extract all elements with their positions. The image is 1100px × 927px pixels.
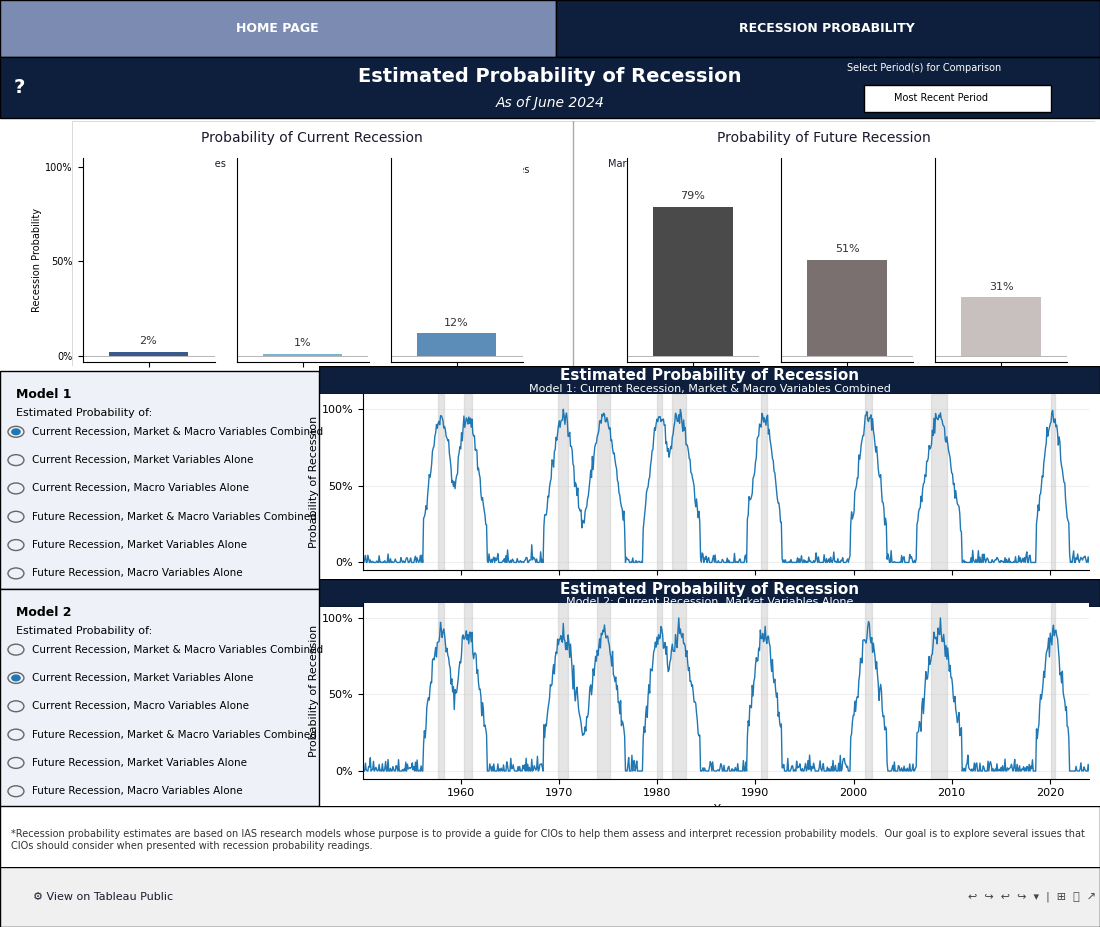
Bar xyxy=(438,603,444,779)
Text: Future Recession, Market & Macro Variables Combined: Future Recession, Market & Macro Variabl… xyxy=(32,730,317,740)
Bar xyxy=(464,603,472,779)
Bar xyxy=(866,394,872,570)
Text: ↩  ↪  ↩  ↪  ▾  |  ⊞  ⬜  ↗ Share: ↩ ↪ ↩ ↪ ▾ | ⊞ ⬜ ↗ Share xyxy=(968,892,1100,902)
Bar xyxy=(1050,394,1055,570)
Bar xyxy=(961,298,1041,356)
Y-axis label: Probability of Recession: Probability of Recession xyxy=(309,625,319,756)
Text: Future Recession, Market Variables Alone: Future Recession, Market Variables Alone xyxy=(32,758,246,768)
FancyBboxPatch shape xyxy=(0,806,1100,871)
Text: Current Recession, Macro Variables Alone: Current Recession, Macro Variables Alone xyxy=(32,484,249,493)
Text: Current Recession, Market & Macro Variables Combined: Current Recession, Market & Macro Variab… xyxy=(32,644,323,654)
Text: Probability of Current Recession: Probability of Current Recession xyxy=(201,131,422,145)
Text: Estimated Probability of:: Estimated Probability of: xyxy=(15,408,152,418)
Text: Current Recession, Macro Variables Alone: Current Recession, Macro Variables Alone xyxy=(32,702,249,711)
Y-axis label: Recession Probability: Recession Probability xyxy=(33,208,43,311)
Bar xyxy=(658,394,662,570)
Text: ?: ? xyxy=(14,78,25,97)
Text: Market & Macro Variables
Combined: Market & Macro Variables Combined xyxy=(101,159,226,181)
Bar xyxy=(807,260,887,356)
Text: Estimated Probability of Recession: Estimated Probability of Recession xyxy=(359,68,741,86)
Text: Market & Macro Variables
Combined: Market & Macro Variables Combined xyxy=(607,159,733,181)
Y-axis label: Probability of Recession: Probability of Recession xyxy=(309,416,319,548)
Text: Model 2: Model 2 xyxy=(15,606,72,619)
Text: Future Recession, Market Variables Alone: Future Recession, Market Variables Alone xyxy=(32,540,246,550)
Text: 31%: 31% xyxy=(989,282,1013,292)
Text: Future Recession, Market & Macro Variables Combined: Future Recession, Market & Macro Variabl… xyxy=(32,512,317,522)
Circle shape xyxy=(12,675,20,680)
Text: Model 1: Model 1 xyxy=(15,388,72,401)
Bar xyxy=(558,603,568,779)
FancyBboxPatch shape xyxy=(0,589,319,806)
FancyBboxPatch shape xyxy=(0,0,556,57)
FancyBboxPatch shape xyxy=(0,57,1100,118)
Text: 1%: 1% xyxy=(294,338,311,349)
Circle shape xyxy=(12,429,20,435)
Bar xyxy=(464,394,472,570)
Text: Future Recession, Macro Variables Alone: Future Recession, Macro Variables Alone xyxy=(32,786,242,796)
Bar xyxy=(931,603,947,779)
Text: Most Recent Period: Most Recent Period xyxy=(893,93,988,103)
Bar xyxy=(263,354,342,356)
Bar xyxy=(653,207,733,356)
Text: 2%: 2% xyxy=(140,337,157,347)
X-axis label: Year: Year xyxy=(714,804,738,814)
Text: Model 2: Current Recession, Market Variables Alone: Model 2: Current Recession, Market Varia… xyxy=(565,597,854,607)
Text: *Recession probability estimates are based on IAS research models whose purpose : *Recession probability estimates are bas… xyxy=(11,829,1085,851)
Bar xyxy=(761,603,767,779)
Bar xyxy=(1050,603,1055,779)
Text: Estimated Probability of:: Estimated Probability of: xyxy=(15,626,152,636)
Text: 79%: 79% xyxy=(681,191,705,201)
Text: Select Period(s) for Comparison: Select Period(s) for Comparison xyxy=(847,63,1001,73)
Bar xyxy=(672,603,685,779)
FancyBboxPatch shape xyxy=(556,0,1100,57)
Text: Probability of Future Recession: Probability of Future Recession xyxy=(716,131,931,145)
Text: Market Variables: Market Variables xyxy=(286,165,368,174)
Bar xyxy=(866,603,872,779)
Text: Model 1: Current Recession, Market & Macro Variables Combined: Model 1: Current Recession, Market & Mac… xyxy=(529,384,890,394)
Bar xyxy=(931,394,947,570)
Text: 12%: 12% xyxy=(444,318,469,327)
Text: Current Recession, Market Variables Alone: Current Recession, Market Variables Alon… xyxy=(32,673,253,683)
Text: Market Variables: Market Variables xyxy=(783,165,865,174)
Bar xyxy=(597,603,611,779)
Bar xyxy=(672,394,685,570)
FancyBboxPatch shape xyxy=(72,121,1094,366)
Bar xyxy=(658,603,662,779)
Text: RECESSION PROBABILITY: RECESSION PROBABILITY xyxy=(739,22,915,35)
Bar xyxy=(597,394,611,570)
Text: HOME PAGE: HOME PAGE xyxy=(235,22,319,35)
Bar xyxy=(417,333,496,356)
Text: Future Recession, Macro Variables Alone: Future Recession, Macro Variables Alone xyxy=(32,568,242,578)
Bar xyxy=(558,394,568,570)
FancyBboxPatch shape xyxy=(864,84,1050,112)
FancyBboxPatch shape xyxy=(319,366,1100,394)
X-axis label: Year: Year xyxy=(714,595,738,605)
Text: ⚙ View on Tableau Public: ⚙ View on Tableau Public xyxy=(33,892,173,902)
FancyBboxPatch shape xyxy=(319,579,1100,607)
Text: Macro Variables: Macro Variables xyxy=(938,165,1015,174)
Text: Current Recession, Market & Macro Variables Combined: Current Recession, Market & Macro Variab… xyxy=(32,426,323,437)
Text: As of June 2024: As of June 2024 xyxy=(496,95,604,109)
FancyBboxPatch shape xyxy=(0,371,319,589)
Bar xyxy=(761,394,767,570)
Text: 51%: 51% xyxy=(835,244,859,254)
Text: Current Recession, Market Variables Alone: Current Recession, Market Variables Alon… xyxy=(32,455,253,465)
Bar xyxy=(438,394,444,570)
Text: Macro Variables: Macro Variables xyxy=(452,165,529,174)
Text: Estimated Probability of Recession: Estimated Probability of Recession xyxy=(560,581,859,597)
Text: Estimated Probability of Recession: Estimated Probability of Recession xyxy=(560,368,859,384)
Bar xyxy=(109,352,188,356)
FancyBboxPatch shape xyxy=(0,867,1100,927)
